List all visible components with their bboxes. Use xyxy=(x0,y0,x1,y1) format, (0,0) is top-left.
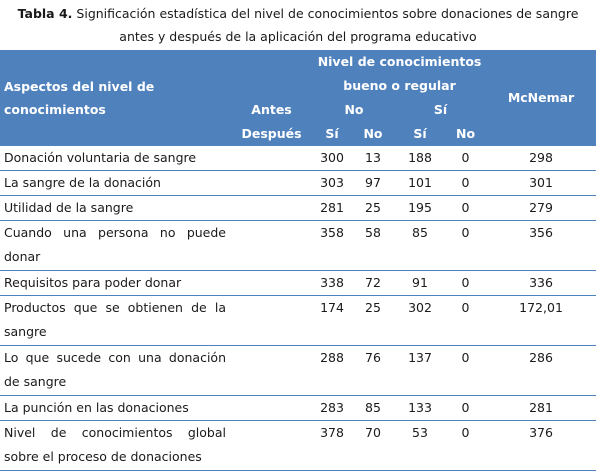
header-sub-no: No xyxy=(351,122,395,146)
header-mcnemar: McNemar xyxy=(486,50,596,146)
antes-despues-cell xyxy=(230,271,313,296)
aspect-cell: La punción en las donaciones xyxy=(4,400,189,415)
value-cell: 0 xyxy=(461,350,470,365)
value-cell: 303 xyxy=(320,175,344,190)
value-cell: 338 xyxy=(320,275,344,290)
aspect-cell: Utilidad de la sangre xyxy=(4,200,134,215)
value-cell: 0 xyxy=(461,300,470,315)
value-cell: 72 xyxy=(365,275,381,290)
header-sub-si: Sí xyxy=(395,122,445,146)
table-body: Donación voluntaria de sangre 300 13 188… xyxy=(0,146,596,471)
header-aspects: Aspectos del nivel de conocimientos xyxy=(0,50,230,146)
aspect-cell: Nivel de conocimientos global sobre el p… xyxy=(4,425,226,464)
antes-despues-cell xyxy=(230,171,313,196)
value-cell: 25 xyxy=(365,200,381,215)
value-cell: 300 xyxy=(320,150,344,165)
header-nivel-line1: Nivel de conocimientos xyxy=(313,50,487,74)
header-empty xyxy=(230,50,313,74)
header-empty xyxy=(230,74,313,98)
table-row: La punción en las donaciones 283 85 133 … xyxy=(0,396,596,421)
header-sub-si: Sí xyxy=(313,122,351,146)
antes-despues-cell xyxy=(230,146,313,171)
value-cell: 378 xyxy=(320,425,344,440)
value-cell: 288 xyxy=(320,350,344,365)
value-cell: 0 xyxy=(461,150,470,165)
antes-despues-cell xyxy=(230,296,313,346)
value-cell: 91 xyxy=(412,275,428,290)
value-cell: 281 xyxy=(320,200,344,215)
mcnemar-cell: 356 xyxy=(529,225,553,240)
header-antes: Antes xyxy=(230,98,313,122)
aspect-cell: Productos que se obtienen de la sangre xyxy=(4,300,226,339)
antes-despues-cell xyxy=(230,196,313,221)
antes-despues-cell xyxy=(230,346,313,396)
header-nivel-line2: bueno o regular xyxy=(313,74,487,98)
header-no: No xyxy=(313,98,395,122)
value-cell: 195 xyxy=(408,200,432,215)
mcnemar-cell: 279 xyxy=(529,200,553,215)
table-row: Donación voluntaria de sangre 300 13 188… xyxy=(0,146,596,171)
value-cell: 358 xyxy=(320,225,344,240)
mcnemar-cell: 281 xyxy=(529,400,553,415)
table-row: Requisitos para poder donar 338 72 91 0 … xyxy=(0,271,596,296)
value-cell: 0 xyxy=(461,400,470,415)
value-cell: 58 xyxy=(365,225,381,240)
value-cell: 97 xyxy=(365,175,381,190)
antes-despues-cell xyxy=(230,396,313,421)
table-row: Utilidad de la sangre 281 25 195 0 279 xyxy=(0,196,596,221)
value-cell: 283 xyxy=(320,400,344,415)
value-cell: 101 xyxy=(408,175,432,190)
antes-despues-cell xyxy=(230,221,313,271)
header-sub-no: No xyxy=(445,122,487,146)
aspect-cell: Donación voluntaria de sangre xyxy=(4,150,197,165)
value-cell: 174 xyxy=(320,300,344,315)
mcnemar-cell: 376 xyxy=(529,425,553,440)
caption-label: Tabla 4. xyxy=(17,6,73,21)
table-header: Aspectos del nivel de conocimientos Nive… xyxy=(0,50,596,146)
caption-text: Significación estadística del nivel de c… xyxy=(76,6,579,44)
table-row: Nivel de conocimientos global sobre el p… xyxy=(0,421,596,471)
table-row: La sangre de la donación 303 97 101 0 30… xyxy=(0,171,596,196)
mcnemar-cell: 172,01 xyxy=(519,300,563,315)
value-cell: 0 xyxy=(461,275,470,290)
value-cell: 53 xyxy=(412,425,428,440)
table-caption: Tabla 4. Significación estadística del n… xyxy=(0,0,596,48)
table-row: Productos que se obtienen de la sangre 1… xyxy=(0,296,596,346)
value-cell: 0 xyxy=(461,175,470,190)
value-cell: 76 xyxy=(365,350,381,365)
value-cell: 133 xyxy=(408,400,432,415)
value-cell: 85 xyxy=(365,400,381,415)
mcnemar-cell: 298 xyxy=(529,150,553,165)
value-cell: 0 xyxy=(461,200,470,215)
mcnemar-cell: 286 xyxy=(529,350,553,365)
header-si: Sí xyxy=(395,98,487,122)
value-cell: 0 xyxy=(461,425,470,440)
data-table: Aspectos del nivel de conocimientos Nive… xyxy=(0,50,596,471)
aspect-cell: Requisitos para poder donar xyxy=(4,275,182,290)
mcnemar-cell: 301 xyxy=(529,175,553,190)
aspect-cell: Cuando una persona no puede donar xyxy=(4,225,226,264)
value-cell: 302 xyxy=(408,300,432,315)
aspect-cell: Lo que sucede con una donación de sangre xyxy=(4,350,226,389)
value-cell: 188 xyxy=(408,150,432,165)
value-cell: 13 xyxy=(365,150,381,165)
aspect-cell: La sangre de la donación xyxy=(4,175,161,190)
header-despues: Después xyxy=(230,122,313,146)
value-cell: 70 xyxy=(365,425,381,440)
value-cell: 0 xyxy=(461,225,470,240)
mcnemar-cell: 336 xyxy=(529,275,553,290)
table-row: Cuando una persona no puede donar 358 58… xyxy=(0,221,596,271)
value-cell: 137 xyxy=(408,350,432,365)
table-row: Lo que sucede con una donación de sangre… xyxy=(0,346,596,396)
value-cell: 25 xyxy=(365,300,381,315)
antes-despues-cell xyxy=(230,421,313,471)
value-cell: 85 xyxy=(412,225,428,240)
